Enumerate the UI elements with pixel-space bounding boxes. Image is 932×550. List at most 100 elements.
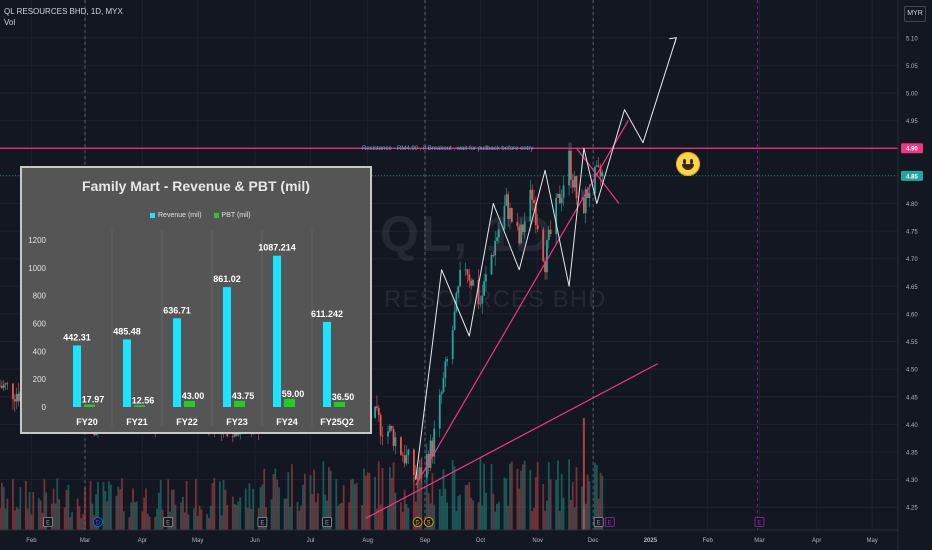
time-label[interactable]: Oct [476, 538, 486, 544]
price-tick-label[interactable]: 4.70 [906, 257, 918, 263]
time-label[interactable]: Aug [362, 538, 373, 544]
volume-bar [180, 502, 182, 530]
symbol-line[interactable]: QL RESOURCES BHD, 1D, MYX [4, 7, 123, 16]
fm-pbt-bar [334, 401, 345, 407]
time-label[interactable]: Dec [588, 538, 599, 544]
volume-bar [363, 468, 365, 530]
volume-bar [300, 505, 303, 530]
price-tick-label[interactable]: 4.25 [906, 506, 918, 512]
candle-body [557, 193, 559, 198]
time-label[interactable]: Apr [812, 538, 821, 544]
volume-bar [69, 517, 72, 530]
fm-y-tick: 800 [33, 292, 47, 301]
price-tick-label[interactable]: 4.55 [906, 340, 918, 346]
volume-bar [388, 467, 391, 530]
resistance-annotation[interactable]: Resistance - RM4.90 , if Breakout , wait… [362, 146, 534, 152]
time-label[interactable]: Mar [754, 538, 764, 544]
volume-bar [342, 485, 345, 530]
volume-bar [102, 482, 105, 530]
time-label[interactable]: May [192, 538, 203, 544]
price-tick-label[interactable]: 5.05 [906, 64, 918, 70]
price-tick-label[interactable]: 5.10 [906, 36, 918, 42]
volume-bar [549, 479, 552, 530]
candle-body [431, 440, 434, 457]
fm-pbt-bar [234, 400, 245, 407]
candle-body [534, 202, 537, 226]
volume-bar [412, 476, 415, 530]
volume-bar [108, 481, 110, 530]
volume-bar [425, 470, 428, 530]
price-tick-label[interactable]: 4.75 [906, 230, 918, 236]
time-label[interactable]: 2025 [644, 538, 658, 544]
price-tick-label[interactable]: 5.00 [906, 91, 918, 97]
volume-bar [340, 502, 343, 530]
volume-bar [231, 496, 234, 530]
volume-bar [431, 473, 434, 530]
volume-bar [531, 511, 534, 530]
drawing-layer[interactable] [0, 37, 898, 519]
current-price-badge[interactable]: 4.85 [906, 174, 918, 180]
price-tick-label[interactable]: 4.45 [906, 395, 918, 401]
time-label[interactable]: Jun [250, 538, 260, 544]
price-tick-label[interactable]: 4.65 [906, 285, 918, 291]
event-marker-label: E [260, 520, 264, 526]
time-label[interactable]: Mar [80, 538, 90, 544]
event-marker-label: E [608, 520, 612, 526]
trendline[interactable] [415, 120, 629, 486]
candle-body [459, 269, 461, 287]
time-label[interactable]: Feb [26, 538, 37, 544]
volume-bar [156, 508, 158, 530]
time-label[interactable]: Nov [532, 538, 543, 544]
volume-bar [379, 504, 382, 530]
volume-bar [544, 510, 546, 530]
price-tick-label[interactable]: 4.40 [906, 423, 918, 429]
price-axis[interactable]: 5.10 5.05 5.00 4.95 4.90 4.85 4.80 4.75 4.70 4.65… [897, 0, 923, 550]
volume-bar [557, 460, 559, 530]
volume-bar [394, 492, 397, 530]
time-label[interactable]: May [866, 538, 877, 544]
price-tick-label[interactable]: 4.35 [906, 451, 918, 457]
time-label[interactable]: Jul [307, 538, 315, 544]
volume-bar [542, 483, 545, 530]
price-tick-label[interactable]: 4.60 [906, 312, 918, 318]
legend-label-revenue: Revenue (mil) [158, 212, 202, 219]
volume-bar [516, 468, 519, 530]
volume-bar [185, 481, 188, 530]
volume-bar [427, 493, 430, 530]
time-label[interactable]: Sep [420, 538, 431, 544]
candle-body [588, 193, 591, 199]
price-tick-label[interactable]: 4.80 [906, 202, 918, 208]
event-marker [257, 517, 268, 527]
volume-bar [274, 468, 277, 530]
volume-bar [451, 460, 454, 530]
price-tick-label[interactable]: 4.95 [906, 119, 918, 125]
indicator-label[interactable]: Vol [4, 18, 16, 27]
fm-y-tick: 0 [42, 403, 47, 412]
fm-revenue-bar [223, 287, 231, 407]
volume-bar [84, 487, 86, 530]
price-tick-label[interactable]: 4.50 [906, 368, 918, 374]
currency-badge[interactable]: MYR [904, 6, 926, 22]
event-marker-label: E [166, 520, 170, 526]
candle-body [427, 454, 430, 468]
fm-category-label: FY20 [76, 417, 98, 427]
price-tick-label[interactable]: 4.30 [906, 478, 918, 484]
volume-bar [420, 458, 423, 530]
time-axis[interactable]: Feb Mar Apr May Jun Jul Aug Sep Oct Nov Dec 2025 Feb… [0, 529, 898, 544]
fm-pbt-label: 17.97 [82, 394, 105, 404]
resistance-price-badge[interactable]: 4.90 [906, 147, 918, 153]
volume-bar [296, 501, 299, 530]
trendline[interactable] [365, 363, 659, 519]
trendline[interactable] [576, 147, 620, 204]
candle-body [453, 311, 456, 331]
volume-bar [503, 477, 506, 530]
volume-bar [418, 471, 421, 530]
volume-bar [403, 489, 406, 530]
volume-bar [145, 488, 147, 530]
candle-body [597, 165, 600, 167]
volume-bar [82, 513, 85, 530]
time-label[interactable]: Apr [138, 538, 147, 544]
time-label[interactable]: Feb [703, 538, 714, 544]
